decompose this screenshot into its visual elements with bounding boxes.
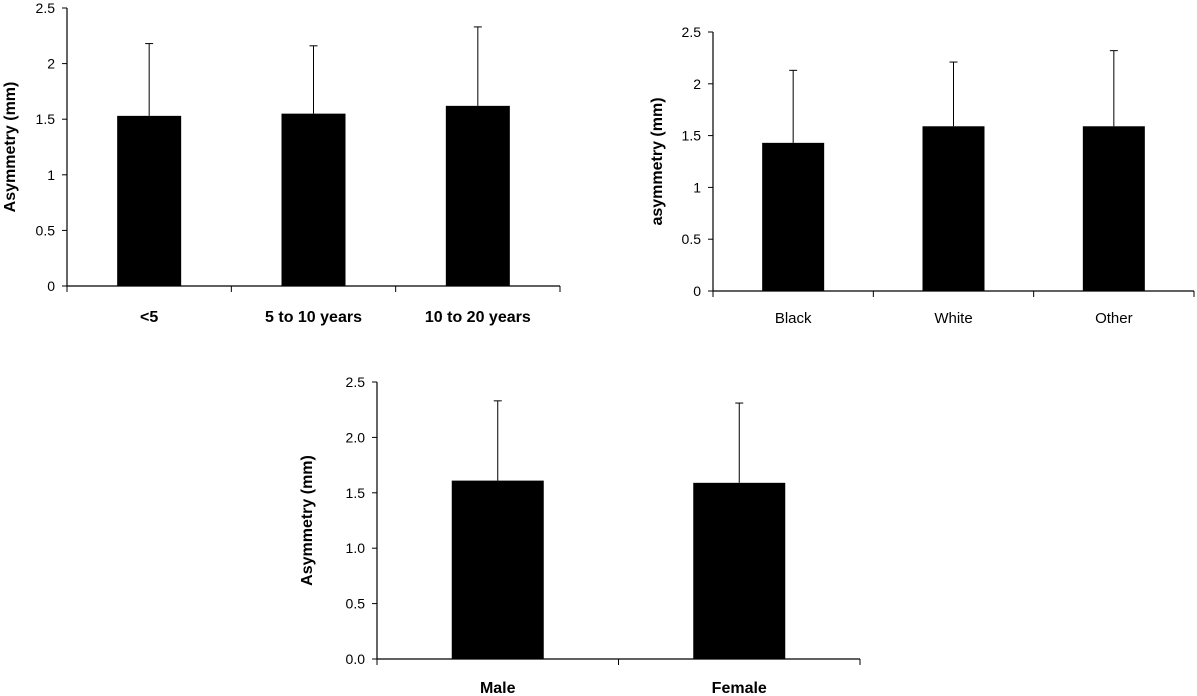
chart-3: 0.0 0.5 1.0 1.5 2.0 2.5 Male Female Asymmetry (m… bbox=[299, 374, 861, 696]
y-tick-label: 2.5 bbox=[36, 0, 56, 16]
x-category-label: White bbox=[934, 310, 972, 327]
y-axis-title: asymmetry (mm) bbox=[649, 97, 666, 225]
chart-1: 0 0.5 1 1.5 2 2.5 <5 5 to 10 years 10 to 20 year… bbox=[2, 0, 561, 326]
x-category-label: Other bbox=[1095, 310, 1133, 327]
y-tick-label: 0.5 bbox=[36, 222, 56, 238]
bar bbox=[117, 115, 182, 286]
bar bbox=[762, 142, 825, 291]
x-category-label: 10 to 20 years bbox=[425, 309, 531, 326]
y-tick-label: 1.0 bbox=[346, 540, 366, 556]
bar bbox=[693, 482, 786, 659]
y-tick-label: 2.0 bbox=[346, 429, 366, 445]
y-tick-label: 0 bbox=[693, 283, 701, 299]
y-axis-title: Asymmetry (mm) bbox=[299, 455, 316, 586]
y-tick-label: 1.5 bbox=[682, 128, 702, 144]
y-tick-label: 1.5 bbox=[36, 111, 56, 127]
x-category-label: Black bbox=[775, 310, 812, 327]
y-tick-label: 1.5 bbox=[346, 485, 366, 501]
bar bbox=[1082, 126, 1145, 291]
x-category-label: Male bbox=[480, 680, 516, 696]
y-tick-label: 0.0 bbox=[346, 651, 366, 667]
y-tick-label: 0.5 bbox=[346, 596, 366, 612]
y-tick-label: 1 bbox=[47, 167, 55, 183]
y-tick-label: 2.5 bbox=[682, 24, 702, 40]
bar bbox=[451, 480, 544, 659]
x-category-label: <5 bbox=[140, 309, 158, 326]
y-tick-label: 0 bbox=[47, 278, 55, 294]
bar bbox=[922, 126, 985, 291]
y-tick-label: 2 bbox=[47, 56, 55, 72]
y-tick-label: 2 bbox=[693, 76, 701, 92]
x-category-label: 5 to 10 years bbox=[265, 309, 362, 326]
y-tick-label: 0.5 bbox=[682, 231, 702, 247]
y-axis-title: Asymmetry (mm) bbox=[2, 82, 19, 213]
bar bbox=[445, 105, 510, 286]
x-category-label: Female bbox=[712, 680, 767, 696]
chart-2: 0 0.5 1 1.5 2 2.5 Black White Other asymmetry (mm… bbox=[649, 24, 1195, 327]
y-tick-label: 1 bbox=[693, 179, 701, 195]
y-tick-label: 2.5 bbox=[346, 374, 366, 390]
bar bbox=[281, 113, 346, 286]
